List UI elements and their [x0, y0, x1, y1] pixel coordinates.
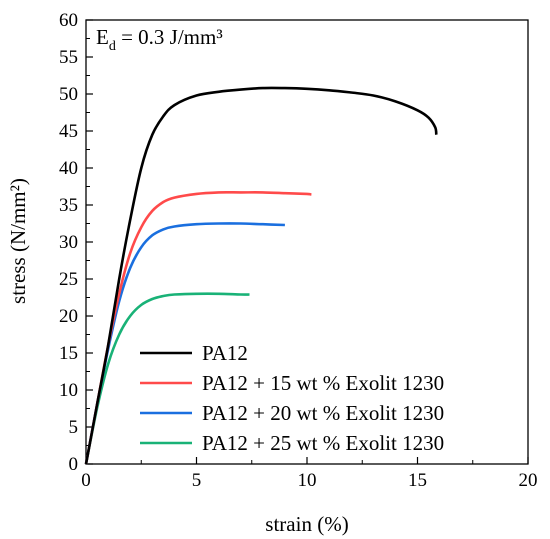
- y-axis-label: stress (N/mm²): [6, 178, 30, 304]
- x-tick-label: 5: [192, 470, 202, 491]
- y-tick-label: 35: [59, 195, 78, 216]
- y-tick-label: 45: [59, 121, 78, 142]
- legend-label: PA12 + 20 wt % Exolit 1230: [202, 401, 444, 425]
- plot-frame: [85, 19, 529, 465]
- y-tick-label: 15: [59, 343, 78, 364]
- x-axis-label: strain (%): [265, 512, 348, 536]
- axis-ticks: 0 5 10 15 20 0 5 10 15 20 25 30 35 40 45 50 55 60: [59, 10, 538, 491]
- legend-label: PA12 + 15 wt % Exolit 1230: [202, 371, 444, 395]
- y-tick-label: 40: [59, 158, 78, 179]
- annotation-subscript: d: [109, 39, 116, 54]
- y-tick-label: 20: [59, 306, 78, 327]
- legend: PA12 PA12 + 15 wt % Exolit 1230 PA12 + 20 …: [140, 341, 444, 455]
- y-tick-label: 55: [59, 47, 78, 68]
- y-tick-label: 0: [69, 454, 79, 475]
- x-tick-label: 0: [81, 470, 91, 491]
- series-line-3: [84, 292, 250, 465]
- x-tick-label: 15: [408, 470, 427, 491]
- data-series: [84, 86, 438, 465]
- annotation-rest: = 0.3 J/mm³: [116, 25, 223, 49]
- y-tick-label: 30: [59, 232, 78, 253]
- y-tick-label: 25: [59, 269, 78, 290]
- energy-density-annotation: Ed = 0.3 J/mm³: [96, 25, 223, 54]
- x-tick-label: 20: [519, 470, 538, 491]
- y-tick-label: 10: [59, 380, 78, 401]
- y-tick-label: 5: [69, 417, 79, 438]
- y-tick-label: 60: [59, 10, 78, 31]
- plot-border: [85, 19, 529, 465]
- y-tick-label: 50: [59, 84, 78, 105]
- annotation-base: E: [96, 25, 109, 49]
- legend-label: PA12: [202, 341, 248, 365]
- legend-label: PA12 + 25 wt % Exolit 1230: [202, 431, 444, 455]
- series-line-0: [84, 86, 438, 465]
- x-tick-label: 10: [298, 470, 317, 491]
